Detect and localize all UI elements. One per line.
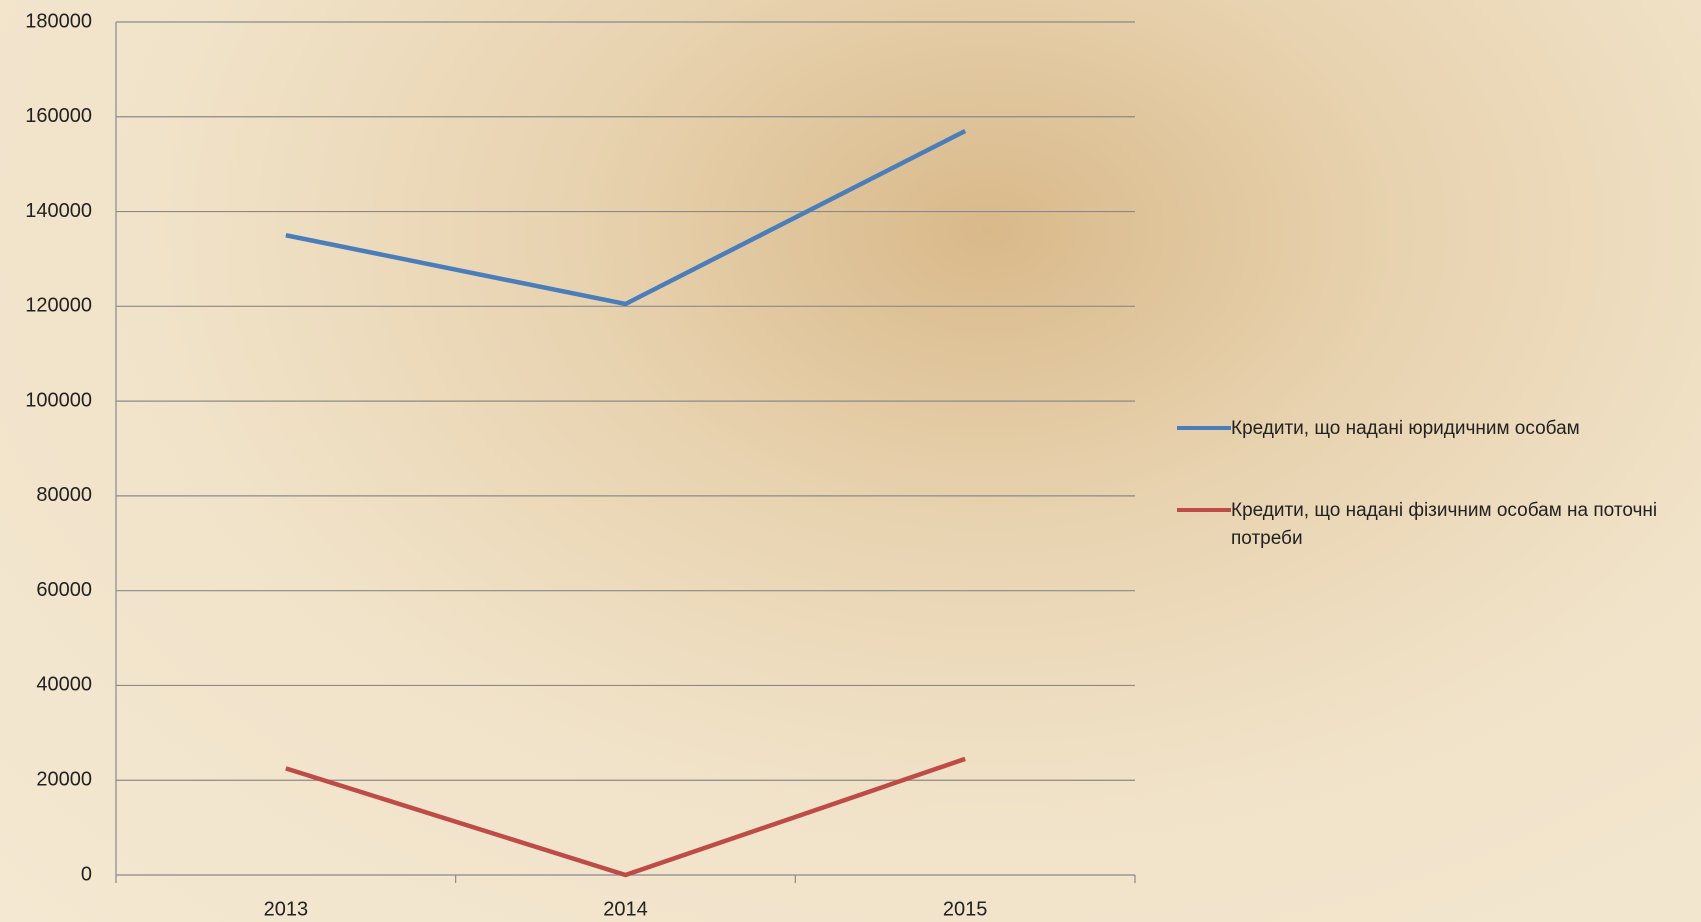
y-tick-label: 20000 (36, 769, 92, 791)
y-tick-label: 100000 (25, 389, 92, 411)
x-tick-label: 2014 (603, 898, 648, 920)
legend-label: Кредити, що надані юридичним особам (1231, 418, 1580, 439)
legend-item: Кредити, що надані юридичним особам (1177, 415, 1697, 443)
x-tick-label: 2015 (943, 898, 988, 920)
y-tick-label: 0 (81, 863, 92, 885)
legend-label: Кредити, що надані фізичним особам на по… (1231, 500, 1658, 549)
series-line (285, 756, 966, 878)
legend-swatch (1177, 426, 1231, 430)
legend: Кредити, що надані юридичним особам Креди… (1177, 415, 1697, 607)
y-tick-label: 120000 (25, 295, 92, 317)
series-line (285, 128, 967, 307)
y-tick-label: 140000 (25, 200, 92, 222)
y-tick-label: 40000 (36, 674, 92, 696)
y-tick-label: 160000 (25, 105, 92, 127)
x-tick-label: 2013 (264, 898, 309, 920)
y-tick-label: 60000 (36, 579, 92, 601)
legend-swatch (1177, 508, 1231, 512)
y-tick-label: 180000 (25, 10, 92, 32)
y-tick-label: 80000 (36, 484, 92, 506)
legend-item: Кредити, що надані фізичним особам на по… (1177, 497, 1697, 553)
